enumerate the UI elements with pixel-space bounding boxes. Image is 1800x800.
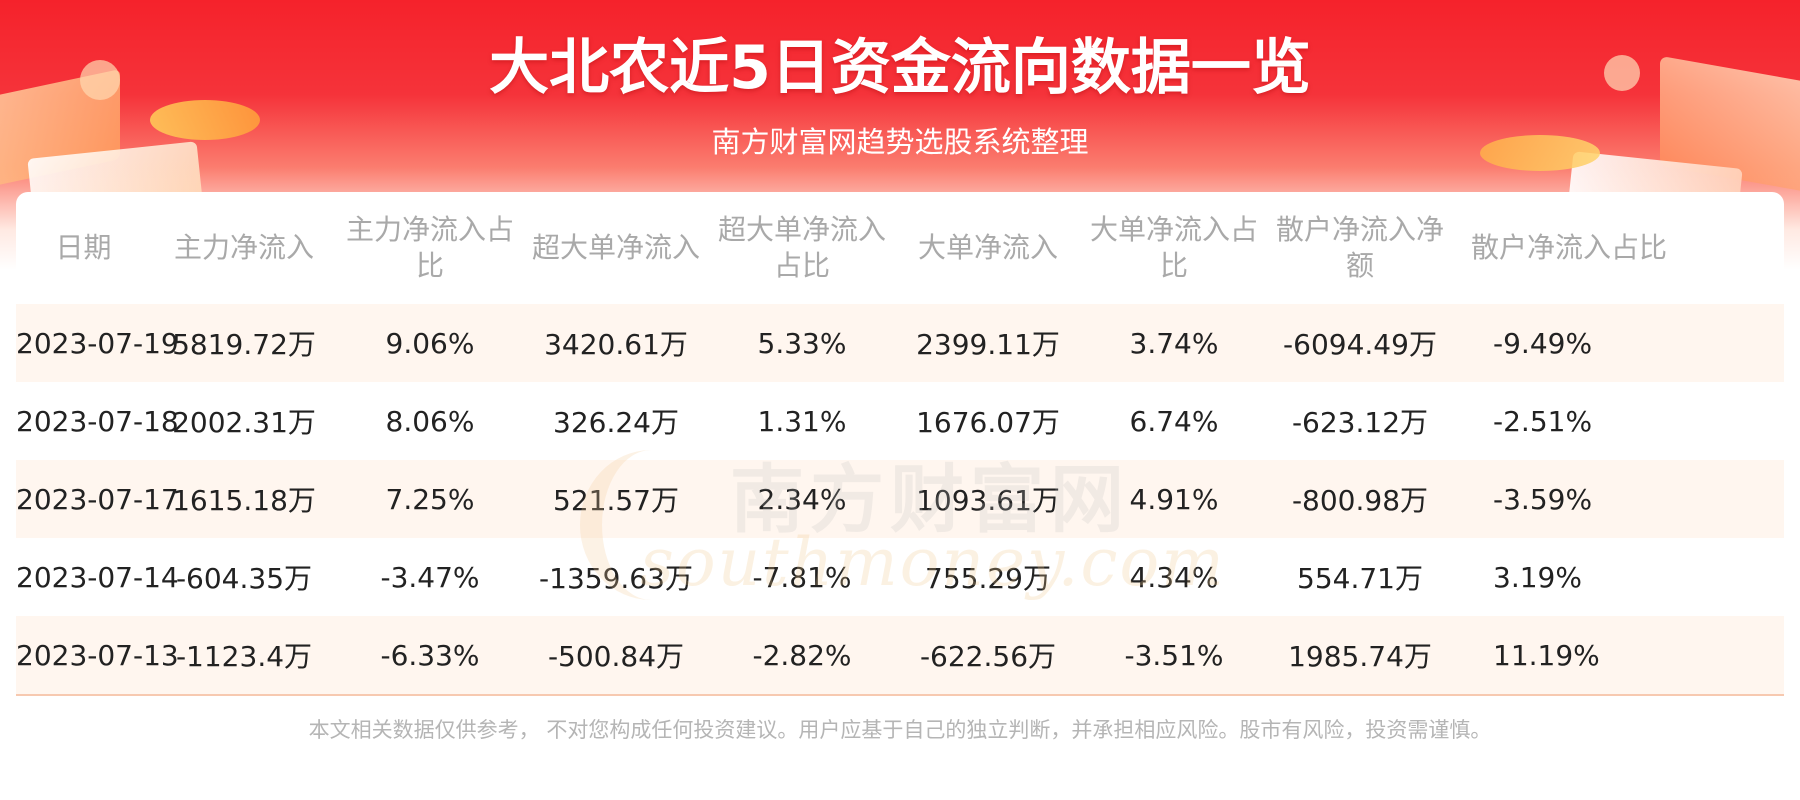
table-cell: -3.51% <box>1081 616 1267 696</box>
decorative-coin <box>1480 135 1600 171</box>
table-cell: 5.33% <box>709 304 895 382</box>
table-cell: -6094.49万 <box>1267 304 1453 382</box>
table-cell: 4.34% <box>1081 538 1267 616</box>
table-cell: 8.06% <box>337 382 523 460</box>
table-cell: 2023-07-19 <box>16 304 179 382</box>
table-cell: 554.71万 <box>1267 538 1453 616</box>
table-cell: 2023-07-13 <box>16 616 179 696</box>
column-header: 大单净流入占比 <box>1089 213 1258 282</box>
table-cell: 2399.11万 <box>895 304 1081 382</box>
table-row: 2023-07-18 2002.31万 8.06% 326.24万 1.31% … <box>16 382 1784 460</box>
decorative-coin <box>150 100 260 140</box>
table-row: 2023-07-13 -1123.4万 -6.33% -500.84万 -2.8… <box>16 616 1784 696</box>
table-row: 2023-07-17 1615.18万 7.25% 521.57万 2.34% … <box>16 460 1784 538</box>
table-cell: 1615.18万 <box>151 460 337 538</box>
table-cell: -6.33% <box>337 616 523 696</box>
table-cell: 2.34% <box>709 460 895 538</box>
table-cell: -1359.63万 <box>523 538 709 616</box>
column-header: 主力净流入占比 <box>345 213 514 282</box>
decorative-dot <box>1604 55 1640 91</box>
table-cell: -800.98万 <box>1267 460 1453 538</box>
table-cell: 1985.74万 <box>1267 616 1453 696</box>
table-cell: 3.74% <box>1081 304 1267 382</box>
table-cell: 755.29万 <box>895 538 1081 616</box>
fund-flow-table: 日期 主力净流入 主力净流入占比 超大单净流入 超大单净流入占比 大单净流入 大… <box>16 192 1784 696</box>
table-cell: 1.31% <box>709 382 895 460</box>
table-cell: 9.06% <box>337 304 523 382</box>
page-title: 大北农近5日资金流向数据一览 <box>489 33 1311 103</box>
column-header: 超大单净流入 <box>531 231 700 264</box>
column-header: 大单净流入 <box>917 231 1058 264</box>
column-header: 散户净流入净额 <box>1275 213 1444 282</box>
table-cell: -7.81% <box>709 538 895 616</box>
table-cell: -3.59% <box>1453 460 1784 538</box>
table-cell: -3.47% <box>337 538 523 616</box>
column-header: 日期 <box>55 231 112 264</box>
table-cell: 3420.61万 <box>523 304 709 382</box>
table-cell: -622.56万 <box>895 616 1081 696</box>
table-cell: -604.35万 <box>151 538 337 616</box>
table-cell: 2002.31万 <box>151 382 337 460</box>
page-subtitle: 南方财富网趋势选股系统整理 <box>711 125 1089 159</box>
table-cell: 521.57万 <box>523 460 709 538</box>
table-cell: 2023-07-14 <box>16 538 179 616</box>
table-cell: 4.91% <box>1081 460 1267 538</box>
table-cell: -2.51% <box>1453 382 1784 460</box>
table-header-row: 日期 主力净流入 主力净流入占比 超大单净流入 超大单净流入占比 大单净流入 大… <box>16 192 1784 304</box>
table-cell: 1676.07万 <box>895 382 1081 460</box>
table-cell: 326.24万 <box>523 382 709 460</box>
table-cell: -2.82% <box>709 616 895 696</box>
table-cell: -9.49% <box>1453 304 1784 382</box>
disclaimer-text: 本文相关数据仅供参考， 不对您构成任何投资建议。用户应基于自己的独立判断，并承担… <box>308 718 1492 742</box>
table-row: 2023-07-19 5819.72万 9.06% 3420.61万 5.33%… <box>16 304 1784 382</box>
table-cell: -500.84万 <box>523 616 709 696</box>
table-cell: 11.19% <box>1453 616 1784 696</box>
table-cell: 2023-07-18 <box>16 382 179 460</box>
column-header: 超大单净流入占比 <box>717 213 886 282</box>
table-cell: 7.25% <box>337 460 523 538</box>
table-cell: 1093.61万 <box>895 460 1081 538</box>
table-cell: 2023-07-17 <box>16 460 179 538</box>
table-row: 2023-07-14 -604.35万 -3.47% -1359.63万 -7.… <box>16 538 1784 616</box>
table-cell: -623.12万 <box>1267 382 1453 460</box>
table-cell: 6.74% <box>1081 382 1267 460</box>
table-cell: 3.19% <box>1453 538 1784 616</box>
column-header: 散户净流入占比 <box>1471 231 1668 264</box>
decorative-dot <box>80 60 120 100</box>
column-header: 主力净流入 <box>173 231 314 264</box>
table-cell: -1123.4万 <box>151 616 337 696</box>
table-cell: 5819.72万 <box>151 304 337 382</box>
